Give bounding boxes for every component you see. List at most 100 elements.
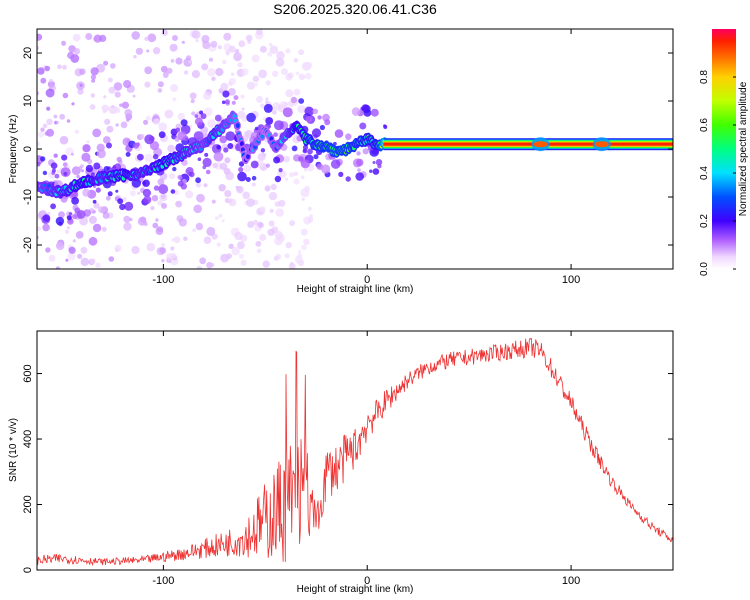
noise-blob (144, 66, 153, 75)
noise-blob (50, 203, 56, 210)
noise-blob (181, 40, 185, 44)
ridge-core (235, 123, 240, 129)
noise-blob (220, 82, 229, 91)
noise-blob (262, 153, 267, 157)
noise-blob (204, 107, 213, 116)
noise-blob (203, 183, 208, 188)
noise-blob (223, 147, 229, 153)
noise-blob (279, 101, 288, 109)
noise-blob (297, 250, 302, 254)
noise-blob (383, 125, 388, 129)
noise-blob (221, 100, 226, 105)
noise-blob (311, 128, 322, 138)
noise-blob (68, 246, 76, 254)
noise-blob (37, 91, 40, 96)
colorbar-ticks: 0.0 0.2 0.4 0.6 0.8 (699, 70, 736, 276)
noise-blob (152, 47, 161, 55)
noise-blob (86, 140, 90, 144)
noise-blob (169, 173, 175, 180)
noise-blob (44, 131, 49, 136)
noise-blob (79, 83, 83, 87)
noise-blob (330, 159, 341, 169)
x-tick-label: 0 (364, 575, 370, 587)
noise-blob (40, 127, 45, 132)
noise-blob (273, 156, 281, 164)
noise-blob (275, 253, 282, 260)
noise-blob (61, 40, 67, 46)
noise-blob (298, 73, 306, 81)
noise-blob (264, 185, 271, 192)
noise-blob (250, 160, 259, 169)
noise-blob (188, 59, 192, 64)
noise-blob (185, 190, 194, 199)
noise-blob (189, 171, 195, 178)
noise-blob (159, 247, 167, 254)
noise-blob (74, 129, 79, 134)
noise-blob (362, 148, 369, 155)
noise-blob (95, 262, 101, 268)
noise-blob (260, 148, 266, 153)
noise-blob (293, 88, 301, 96)
noise-blob (117, 198, 124, 205)
noise-blob (351, 107, 361, 116)
noise-blob (274, 175, 282, 183)
noise-blob (91, 172, 95, 177)
noise-blob (92, 223, 102, 233)
noise-blob (50, 162, 58, 169)
noise-blob (293, 171, 298, 177)
noise-blob (213, 151, 224, 162)
noise-blob (203, 91, 212, 101)
noise-blob (42, 123, 48, 129)
noise-blob (356, 158, 364, 167)
noise-blob (177, 112, 185, 121)
noise-blob (212, 162, 218, 169)
noise-blob (251, 54, 260, 63)
noise-blob (228, 77, 236, 85)
noise-blob (241, 68, 249, 76)
noise-blob (211, 76, 216, 82)
noise-blob (270, 183, 277, 191)
noise-blob (265, 97, 269, 101)
noise-blob (301, 244, 307, 251)
noise-blob (88, 236, 98, 246)
noise-blob (202, 157, 212, 167)
noise-blob (46, 118, 53, 126)
noise-blob (180, 119, 188, 127)
noise-blob (319, 124, 325, 131)
noise-blob (107, 77, 113, 83)
noise-blob (131, 31, 140, 40)
noise-blob (291, 145, 298, 152)
noise-blob (131, 245, 140, 255)
noise-blob (193, 131, 204, 141)
colorbar-tick-label: 0.0 (699, 262, 710, 276)
noise-blob (161, 29, 168, 36)
noise-blob (265, 80, 271, 86)
noise-blob (93, 34, 102, 43)
noise-blob (59, 135, 69, 145)
noise-blob (110, 63, 116, 69)
noise-blob (240, 94, 245, 99)
noise-blob (90, 67, 99, 76)
y-tick-label: -10 (22, 189, 34, 205)
noise-blob (161, 242, 166, 248)
noise-blob (231, 100, 236, 105)
noise-blob (67, 252, 76, 261)
noise-blob (259, 45, 267, 53)
noise-blob (150, 206, 155, 211)
noise-blob (170, 189, 176, 194)
noise-blob (290, 96, 298, 104)
noise-blob (300, 228, 308, 236)
noise-blob (114, 91, 121, 98)
noise-blob (225, 171, 235, 181)
noise-blob (92, 199, 97, 204)
noise-blob (245, 34, 253, 42)
noise-blob (255, 240, 262, 247)
noise-blob (275, 57, 285, 67)
noise-blob (144, 134, 155, 145)
noise-blob (62, 92, 69, 99)
noise-blob (115, 123, 119, 127)
noise-blob (201, 35, 210, 43)
noise-blob (245, 177, 251, 182)
snr-y-ticks: 0 200 400 600 (22, 364, 673, 573)
noise-blob (40, 77, 47, 84)
